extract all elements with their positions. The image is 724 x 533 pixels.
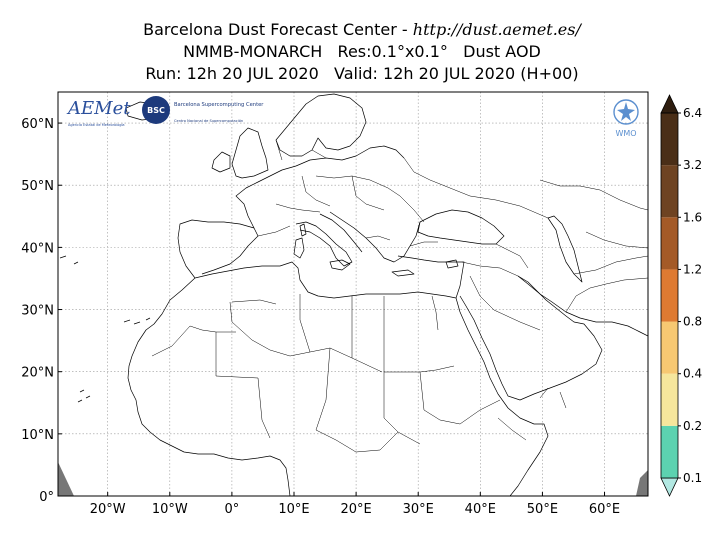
wmo-logo: WMO <box>613 99 639 138</box>
x-tick-label: 50°E <box>527 502 558 517</box>
title-prefix: Barcelona Dust Forecast Center - <box>143 20 413 39</box>
y-tick-label: 30°N <box>21 304 54 319</box>
levant-coast <box>397 255 465 299</box>
colorbar-label: 1.2 <box>683 262 702 276</box>
y-tick-label: 0° <box>39 490 54 505</box>
colorbar-label: 1.6 <box>683 210 702 224</box>
colorbar-label: 0.4 <box>683 367 702 381</box>
x-tick-label: 20°W <box>90 502 126 517</box>
crete <box>391 269 415 277</box>
bsc-logo-circle <box>142 96 170 124</box>
balkans-coast <box>329 211 421 263</box>
colorbar: 0.1 0.2 0.4 0.8 1.2 1.6 3.2 6.4 <box>660 94 702 497</box>
colorbar-extend-high <box>660 94 679 114</box>
x-tick-label: 40°E <box>465 502 496 517</box>
y-tick-label: 50°N <box>21 179 54 194</box>
cape-verde <box>77 389 91 403</box>
colorbar-label: 0.2 <box>683 419 702 433</box>
colorbar-band <box>661 269 678 322</box>
cyprus <box>445 259 459 269</box>
bsc-logo: BSC Barcelona Supercomputing Center Cent… <box>142 96 264 124</box>
red-sea-west-coast <box>455 297 549 496</box>
title-line-2: NMMB-MONARCH Res:0.1°x0.1° Dust AOD <box>183 42 541 61</box>
colorbar-band <box>661 425 678 478</box>
canary-islands <box>123 317 151 325</box>
france-coast <box>235 165 297 229</box>
x-tick-label: 0° <box>225 502 240 517</box>
x-tick-label: 30°E <box>403 502 434 517</box>
wmo-star-icon <box>617 102 635 121</box>
x-tick-label: 10°W <box>152 502 188 517</box>
scandinavia <box>275 93 367 157</box>
no-data-shading <box>58 462 74 496</box>
iberia-coast <box>177 219 259 279</box>
colorbar-band <box>661 373 678 426</box>
ireland <box>211 151 231 173</box>
colorbar-frame <box>660 112 679 479</box>
colorbar-band <box>661 321 678 374</box>
bsc-logo-subtext: Centro Nacional de Supercomputación <box>174 119 243 123</box>
bsc-logo-name: Barcelona Supercomputing Center <box>174 102 264 108</box>
colorbar-band <box>661 165 678 218</box>
sardinia <box>293 237 305 259</box>
colorbar-band <box>661 217 678 270</box>
y-tick-label: 60°N <box>21 117 54 132</box>
corsica <box>299 223 307 237</box>
title-url: http://dust.aemet.es/ <box>412 20 581 39</box>
africa-north-coast <box>194 261 457 299</box>
x-tick-label: 20°E <box>340 502 371 517</box>
title-line-3: Run: 12h 20 JUL 2020 Valid: 12h 20 JUL 2… <box>145 64 579 83</box>
no-data-shading-east <box>636 470 648 496</box>
colorbar-band <box>661 113 678 166</box>
wmo-emblem-icon <box>613 99 639 125</box>
x-tick-label: 60°E <box>589 502 620 517</box>
title-line-1: Barcelona Dust Forecast Center - http://… <box>0 20 724 40</box>
map-frame <box>57 91 649 497</box>
north-europe-coast <box>295 145 405 167</box>
coastlines-and-borders <box>59 93 648 496</box>
great-britain <box>231 127 269 179</box>
arabia-coast <box>459 275 603 401</box>
country-borders <box>151 139 648 453</box>
aemet-logo-subtext: Agencia Estatal de Meteorología <box>68 123 125 127</box>
italy-adriatic <box>319 213 363 253</box>
africa-west-coast <box>127 277 291 496</box>
x-axis-labels: 20°W 10°W 0° 10°E 20°E 30°E 40°E 50°E 60°E <box>90 492 620 517</box>
x-tick-label: 10°E <box>278 502 309 517</box>
azores <box>59 255 79 265</box>
map-background <box>58 92 648 496</box>
y-tick-label: 10°N <box>21 428 54 443</box>
bsc-logo-badge: BSC <box>147 106 165 115</box>
y-tick-label: 40°N <box>21 241 54 256</box>
caspian-sea <box>547 215 583 283</box>
sicily <box>329 259 351 271</box>
aemet-logo-text: AEMet <box>66 98 131 119</box>
y-axis-labels: 0° 10°N 20°N 30°N 40°N 50°N 60°N <box>21 117 62 505</box>
colorbar-label: 3.2 <box>683 158 702 172</box>
iran-south-coast <box>517 275 648 337</box>
italy-coast <box>295 221 353 267</box>
aemet-logo: AEMet Agencia Estatal de Meteorología <box>66 98 131 127</box>
colorbar-label: 6.4 <box>683 106 702 120</box>
gridlines <box>58 92 648 496</box>
colorbar-label: 0.8 <box>683 315 702 329</box>
colorbar-label: 0.1 <box>683 471 702 485</box>
y-tick-label: 20°N <box>21 366 54 381</box>
colorbar-extend-low <box>660 477 679 497</box>
wmo-logo-text: WMO <box>615 129 636 138</box>
